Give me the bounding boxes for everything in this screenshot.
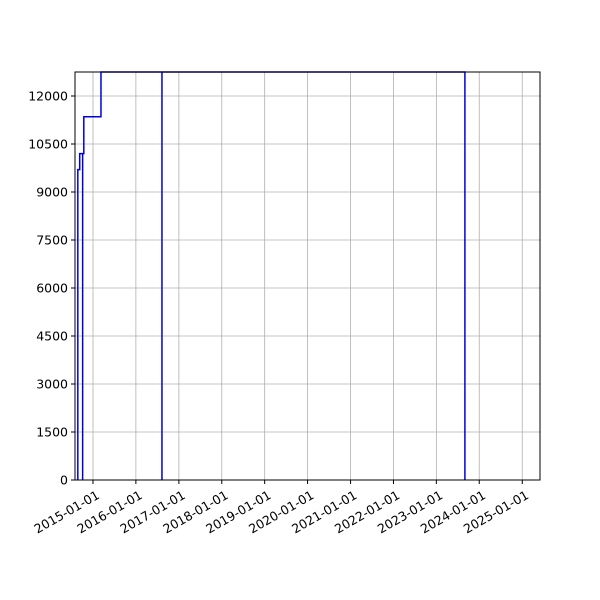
grid-lines [75, 72, 540, 481]
y-tick-label: 1500 [36, 425, 68, 440]
y-tick-label: 7500 [36, 233, 68, 248]
y-tick-label: 10500 [28, 137, 68, 152]
y-axis-ticks: 0 1500 3000 4500 6000 7500 9000 10500 12000 [28, 89, 75, 488]
y-tick-label: 3000 [36, 377, 68, 392]
y-tick-label: 12000 [28, 89, 68, 104]
series-layer [77, 71, 466, 480]
y-tick-label: 6000 [36, 281, 68, 296]
y-tick-label: 9000 [36, 185, 68, 200]
series-line [77, 71, 466, 480]
y-tick-label: 4500 [36, 329, 68, 344]
y-tick-label: 0 [60, 473, 68, 488]
